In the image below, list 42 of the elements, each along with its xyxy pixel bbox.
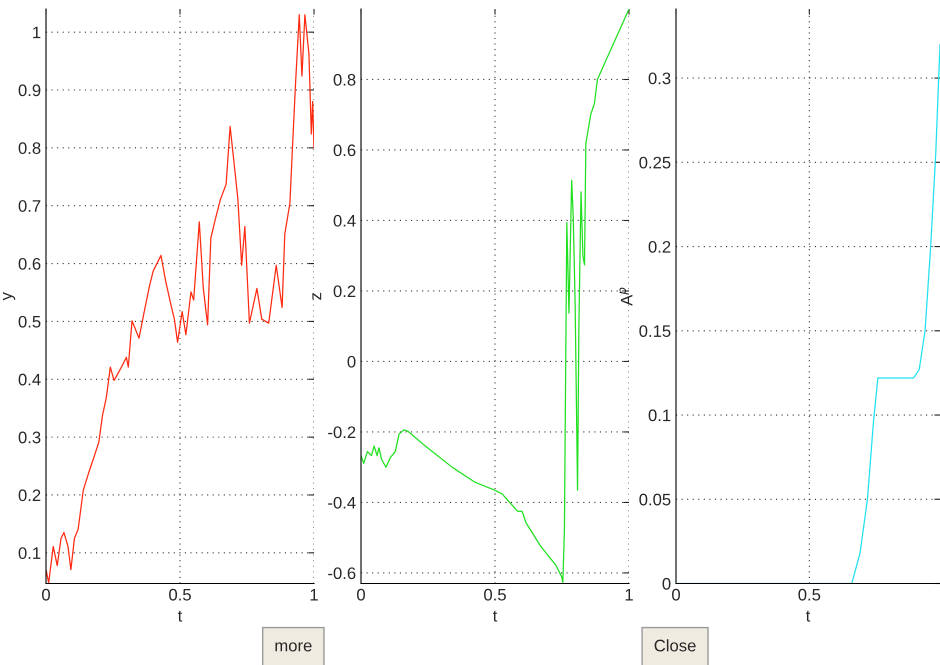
y-axis-title: y <box>2 292 16 300</box>
y-tick-label: 0.05 <box>639 494 670 506</box>
text: Close <box>654 639 696 652</box>
y-axis-title: z <box>312 292 322 300</box>
y-tick-label: 0.1 <box>18 547 40 560</box>
x-axis-title: t <box>806 610 810 622</box>
y-tick-label: 0 <box>662 578 670 590</box>
y-tick-label: -0.6 <box>328 567 356 580</box>
y-axis-title: A$^{p}$ <box>619 288 632 306</box>
y-tick-label: 0.4 <box>334 214 356 227</box>
y-tick-label: 0.6 <box>18 258 40 270</box>
y-tick-label: 0.25 <box>639 156 670 169</box>
text: more <box>275 642 312 652</box>
x-axis-title: t <box>492 610 498 622</box>
y-tick-label: 0.3 <box>648 72 670 84</box>
line-series <box>46 14 314 584</box>
y-tick-label: -0.4 <box>328 496 356 509</box>
y-tick-label: 0.2 <box>648 240 670 253</box>
x-tick-label: 1 <box>626 588 633 600</box>
y-tick-label: 0.4 <box>18 374 41 386</box>
y-tick-label: 0.3 <box>18 432 40 444</box>
x-tick-label: 0 <box>357 588 365 601</box>
x-tick-label: 0 <box>672 588 680 601</box>
y-tick-label: 0.8 <box>334 74 356 86</box>
y-tick-label: 1 <box>33 26 40 38</box>
y-tick-label: 0.8 <box>18 142 40 154</box>
y-tick-label: 0.7 <box>18 200 40 212</box>
y-tick-label: 0.15 <box>639 325 670 337</box>
x-tick-label: 0.5 <box>484 588 506 601</box>
y-tick-label: 0.1 <box>648 409 670 422</box>
x-tick-label: 1 <box>310 588 318 600</box>
x-axis-title: t <box>178 610 182 622</box>
y-tick-label: -0.2 <box>328 426 356 438</box>
y-tick-label: 0.5 <box>18 316 40 328</box>
y-tick-label: 0.2 <box>334 285 356 298</box>
y-tick-label: 0.9 <box>18 84 40 96</box>
y-tick-label: 0 <box>348 356 356 368</box>
y-tick-label: 0.2 <box>18 489 40 502</box>
x-tick-label: 0.5 <box>798 588 820 601</box>
y-tick-label: 0.6 <box>334 144 356 156</box>
x-tick-label: 0 <box>42 588 50 601</box>
x-tick-label: 0.5 <box>169 588 191 601</box>
